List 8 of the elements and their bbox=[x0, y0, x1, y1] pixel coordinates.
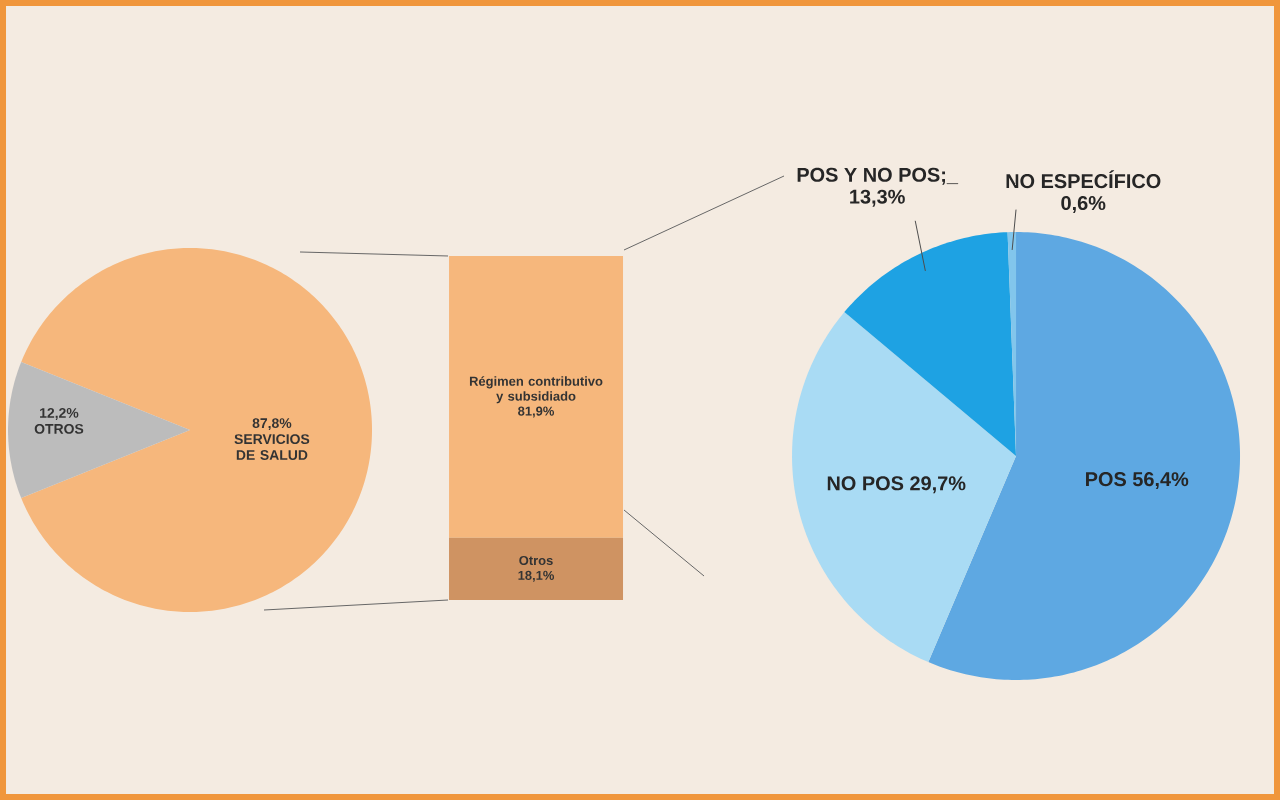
data-label: 29,7% bbox=[910, 476, 966, 494]
data-label: 56,4% bbox=[1132, 472, 1189, 490]
slice-label: POS Y NO POS;_ bbox=[797, 167, 959, 185]
slice-label: NO POS bbox=[827, 476, 904, 491]
data-label: 13,3% bbox=[850, 189, 905, 207]
data-label: 0,6% bbox=[1061, 196, 1106, 214]
slice-label: NO ESPECÍFICO bbox=[1006, 170, 1161, 189]
slice-label: POS bbox=[1086, 472, 1127, 487]
